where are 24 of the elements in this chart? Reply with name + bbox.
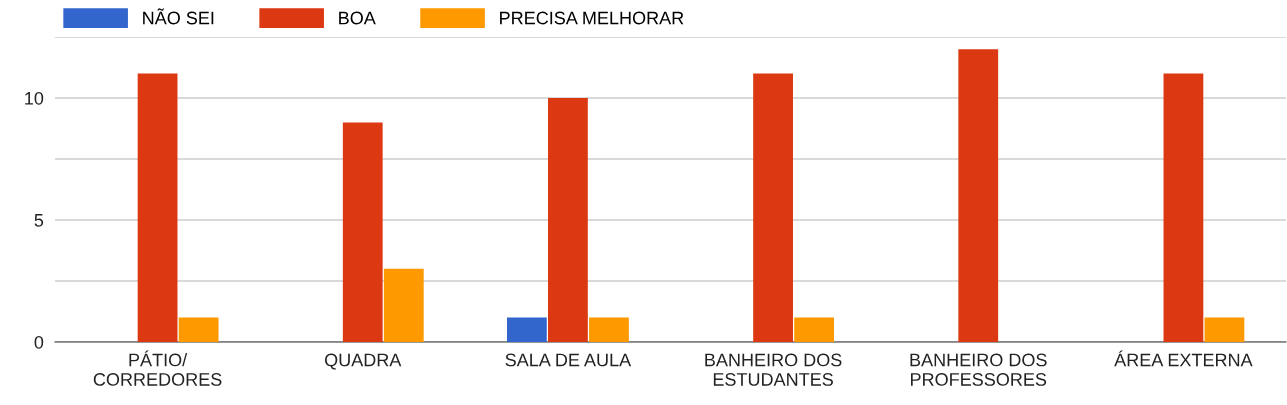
bar — [506, 317, 547, 342]
x-tick-label: BANHEIRO DOS ESTUDANTES — [705, 353, 842, 386]
x-tick-label: ÁREA EXTERNA — [1114, 350, 1253, 367]
bar — [342, 122, 383, 342]
legend-label: NÃO SEI — [143, 8, 214, 25]
bar — [753, 73, 793, 342]
bar — [958, 49, 999, 342]
legend-label: PRECISA MELHORAR — [500, 11, 684, 25]
bar — [178, 317, 219, 342]
bar — [794, 317, 835, 342]
x-tick-label: PÁTIO/ CORREDORES — [93, 350, 222, 386]
legend-label: BOA — [339, 11, 376, 25]
bar — [1204, 317, 1245, 342]
y-tick-label: 5 — [34, 214, 44, 227]
bar — [383, 268, 424, 342]
bar — [1163, 73, 1204, 342]
y-tick-label: 10 — [25, 91, 44, 105]
x-tick-label: SALA DE AULA — [505, 353, 632, 367]
x-tick-label: BANHEIRO DOS PROFESSORES — [910, 353, 1047, 386]
bar — [589, 317, 629, 342]
y-tick-label: 0 — [34, 335, 44, 349]
bar — [548, 98, 588, 342]
x-tick-label: QUADRA — [324, 353, 402, 370]
bar — [137, 73, 178, 342]
